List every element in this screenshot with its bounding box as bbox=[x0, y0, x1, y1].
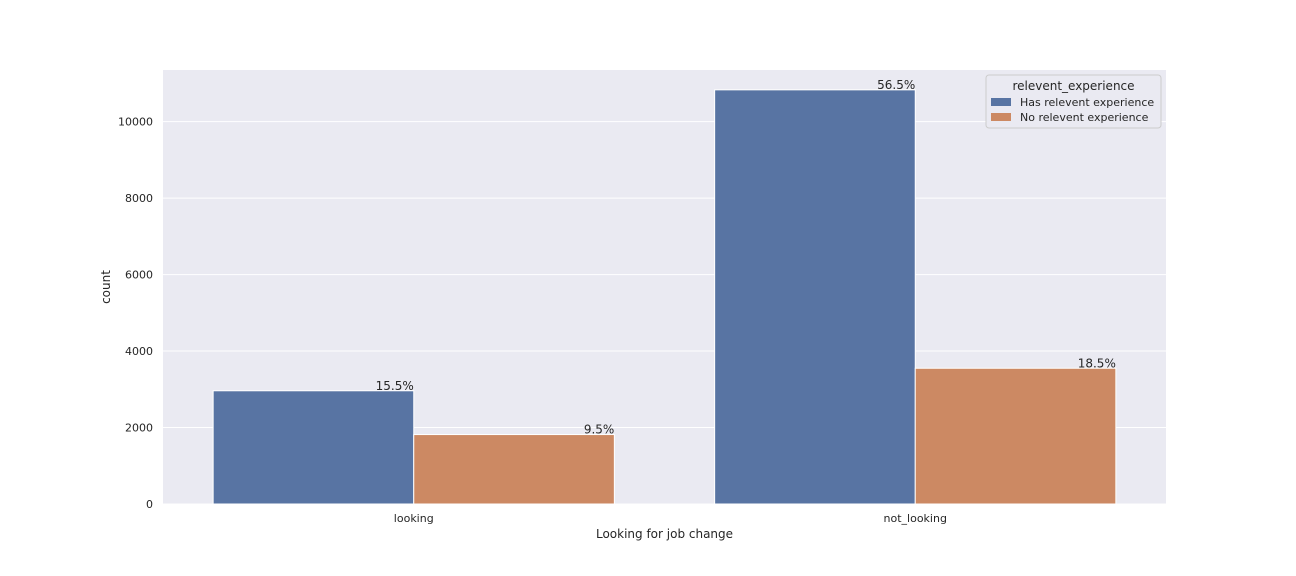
x-tick-label: looking bbox=[394, 512, 434, 525]
legend: relevent_experience Has relevent experie… bbox=[986, 75, 1161, 128]
legend-swatch bbox=[991, 113, 1011, 121]
y-tick-label: 8000 bbox=[125, 192, 153, 205]
x-axis-ticks: looking not_looking bbox=[394, 512, 947, 525]
bar-value-label: 56.5% bbox=[877, 78, 915, 92]
bar-looking-0 bbox=[213, 391, 414, 504]
bar-value-label: 18.5% bbox=[1078, 356, 1116, 370]
legend-title: relevent_experience bbox=[1012, 79, 1134, 93]
legend-entry: No relevent experience bbox=[1020, 111, 1149, 124]
legend-entry: Has relevent experience bbox=[1020, 96, 1154, 109]
bar-not_looking-0 bbox=[715, 90, 916, 504]
y-tick-label: 2000 bbox=[125, 422, 153, 435]
bar-value-label: 9.5% bbox=[584, 423, 615, 437]
y-axis-label: count bbox=[99, 270, 113, 304]
y-axis-ticks: 0 2000 4000 6000 8000 10000 bbox=[118, 116, 153, 511]
y-tick-label: 10000 bbox=[118, 116, 153, 129]
y-tick-label: 0 bbox=[146, 498, 153, 511]
bar-not_looking-1 bbox=[915, 368, 1116, 504]
bar-value-label: 15.5% bbox=[376, 379, 414, 393]
y-tick-label: 6000 bbox=[125, 269, 153, 282]
bar-looking-1 bbox=[414, 435, 615, 504]
y-tick-label: 4000 bbox=[125, 345, 153, 358]
legend-swatch bbox=[991, 98, 1011, 106]
x-tick-label: not_looking bbox=[884, 512, 947, 525]
x-axis-label: Looking for job change bbox=[596, 527, 733, 541]
